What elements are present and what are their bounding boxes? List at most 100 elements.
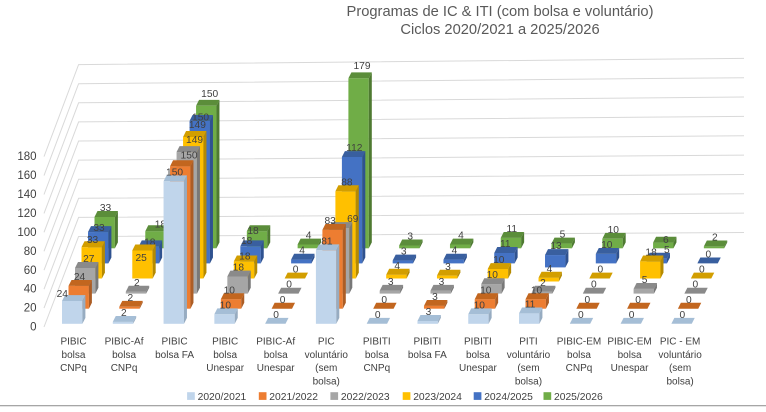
svg-text:10: 10 bbox=[493, 255, 505, 266]
svg-text:2: 2 bbox=[121, 308, 127, 319]
svg-text:3: 3 bbox=[401, 247, 407, 258]
svg-text:18: 18 bbox=[645, 248, 657, 259]
svg-text:PITI: PITI bbox=[519, 336, 537, 347]
svg-text:Unespar: Unespar bbox=[257, 363, 295, 374]
svg-text:PIC - EM: PIC - EM bbox=[660, 336, 701, 347]
svg-text:11: 11 bbox=[525, 299, 536, 310]
svg-text:0: 0 bbox=[629, 310, 635, 321]
svg-text:13: 13 bbox=[550, 241, 562, 252]
svg-text:180: 180 bbox=[17, 151, 36, 163]
svg-text:150: 150 bbox=[201, 89, 218, 100]
svg-text:bolsa FA: bolsa FA bbox=[155, 350, 194, 361]
svg-text:0: 0 bbox=[280, 295, 286, 306]
svg-text:40: 40 bbox=[24, 284, 37, 296]
svg-text:150: 150 bbox=[181, 150, 198, 161]
svg-text:PIBITI: PIBITI bbox=[363, 336, 391, 347]
svg-text:33: 33 bbox=[93, 223, 105, 234]
svg-text:Unespar: Unespar bbox=[206, 363, 244, 374]
svg-text:149: 149 bbox=[189, 120, 206, 131]
svg-text:60: 60 bbox=[24, 265, 37, 277]
svg-text:bolsa: bolsa bbox=[365, 350, 389, 361]
svg-text:69: 69 bbox=[347, 214, 359, 225]
svg-text:10: 10 bbox=[487, 270, 499, 281]
svg-text:2021/2022: 2021/2022 bbox=[269, 392, 318, 403]
svg-text:150: 150 bbox=[166, 167, 183, 178]
svg-text:5: 5 bbox=[642, 275, 648, 286]
svg-text:10: 10 bbox=[474, 300, 486, 311]
svg-text:bolsa: bolsa bbox=[213, 350, 237, 361]
svg-text:Unespar: Unespar bbox=[459, 363, 497, 374]
svg-text:2022/2023: 2022/2023 bbox=[341, 392, 390, 403]
svg-text:0: 0 bbox=[30, 322, 36, 334]
svg-text:3: 3 bbox=[407, 232, 413, 243]
svg-text:160: 160 bbox=[17, 170, 36, 182]
svg-text:0: 0 bbox=[693, 280, 699, 291]
svg-text:CNPq: CNPq bbox=[111, 363, 138, 374]
svg-text:2025/2026: 2025/2026 bbox=[554, 392, 603, 403]
svg-text:PIBIC: PIBIC bbox=[60, 336, 86, 347]
svg-text:2: 2 bbox=[127, 293, 133, 304]
svg-text:88: 88 bbox=[341, 177, 353, 188]
svg-text:(sem: (sem bbox=[315, 363, 337, 374]
svg-text:3: 3 bbox=[445, 262, 451, 273]
svg-text:0: 0 bbox=[680, 310, 686, 321]
svg-text:(sem: (sem bbox=[669, 363, 691, 374]
svg-text:voluntário: voluntário bbox=[507, 350, 551, 361]
svg-text:18: 18 bbox=[247, 226, 259, 237]
svg-text:4: 4 bbox=[458, 231, 464, 242]
svg-text:3: 3 bbox=[388, 277, 394, 288]
svg-text:0: 0 bbox=[293, 265, 299, 276]
svg-text:CNPq: CNPq bbox=[60, 363, 87, 374]
svg-text:4: 4 bbox=[394, 261, 400, 272]
svg-text:Unespar: Unespar bbox=[611, 363, 649, 374]
svg-text:4: 4 bbox=[547, 264, 553, 275]
svg-text:PIBIC-Af: PIBIC-Af bbox=[105, 336, 144, 347]
svg-text:4: 4 bbox=[306, 231, 312, 242]
svg-text:6: 6 bbox=[663, 235, 669, 246]
svg-text:2: 2 bbox=[540, 278, 546, 289]
svg-text:18: 18 bbox=[241, 236, 253, 247]
svg-text:CNPq: CNPq bbox=[363, 363, 390, 374]
svg-text:PIC: PIC bbox=[318, 336, 335, 347]
svg-text:24: 24 bbox=[74, 272, 86, 283]
svg-text:PIBIC-EM: PIBIC-EM bbox=[607, 336, 651, 347]
svg-text:18: 18 bbox=[144, 238, 156, 249]
svg-text:0: 0 bbox=[686, 295, 692, 306]
svg-text:0: 0 bbox=[381, 295, 387, 306]
svg-text:PIBIC: PIBIC bbox=[212, 336, 238, 347]
svg-text:voluntário: voluntário bbox=[658, 350, 702, 361]
svg-text:27: 27 bbox=[83, 254, 95, 265]
svg-text:11: 11 bbox=[500, 239, 511, 250]
svg-text:0: 0 bbox=[591, 280, 597, 291]
svg-text:10: 10 bbox=[220, 300, 232, 311]
svg-text:5: 5 bbox=[664, 245, 670, 256]
svg-text:20: 20 bbox=[24, 303, 37, 315]
svg-text:10: 10 bbox=[224, 285, 236, 296]
svg-text:10: 10 bbox=[608, 225, 620, 236]
svg-text:bolsa: bolsa bbox=[264, 350, 288, 361]
svg-text:0: 0 bbox=[635, 295, 641, 306]
svg-text:33: 33 bbox=[87, 235, 99, 246]
svg-text:179: 179 bbox=[354, 61, 371, 72]
svg-text:bolsa: bolsa bbox=[62, 350, 86, 361]
svg-text:bolsa: bolsa bbox=[618, 350, 642, 361]
svg-text:2: 2 bbox=[712, 233, 718, 244]
svg-text:2023/2024: 2023/2024 bbox=[413, 392, 462, 403]
svg-text:3: 3 bbox=[426, 307, 432, 318]
svg-text:0: 0 bbox=[699, 265, 705, 276]
svg-text:CNPq: CNPq bbox=[566, 363, 593, 374]
svg-text:2020/2021: 2020/2021 bbox=[198, 392, 247, 403]
svg-text:Programas de IC & ITI (com bol: Programas de IC & ITI (com bolsa e volun… bbox=[347, 4, 654, 20]
svg-text:5: 5 bbox=[560, 230, 566, 241]
svg-text:83: 83 bbox=[325, 216, 337, 227]
svg-text:bolsa: bolsa bbox=[466, 350, 490, 361]
svg-text:PIBIC-EM: PIBIC-EM bbox=[557, 336, 601, 347]
svg-text:10: 10 bbox=[601, 240, 613, 251]
svg-text:(sem: (sem bbox=[517, 363, 539, 374]
svg-text:25: 25 bbox=[136, 253, 148, 264]
svg-text:0: 0 bbox=[597, 265, 603, 276]
svg-text:0: 0 bbox=[286, 280, 292, 291]
svg-text:bolsa FA: bolsa FA bbox=[408, 350, 447, 361]
svg-text:PIBIC: PIBIC bbox=[162, 336, 188, 347]
svg-text:3: 3 bbox=[432, 292, 438, 303]
